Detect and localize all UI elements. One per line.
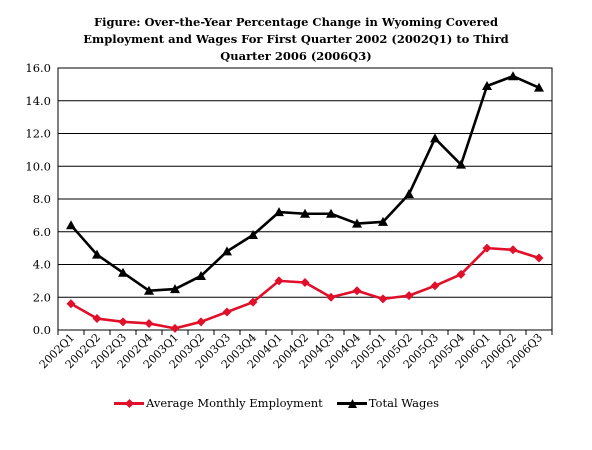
y-tick-label: 2.0 — [33, 290, 51, 304]
data-point-employment — [534, 253, 544, 263]
data-point-employment — [196, 317, 206, 327]
data-point-wages — [222, 246, 232, 256]
data-point-wages — [274, 207, 284, 217]
data-point-employment — [378, 294, 388, 304]
data-point-wages — [404, 189, 414, 199]
legend-item-wages: Total Wages — [336, 396, 440, 410]
data-point-employment — [92, 314, 102, 324]
data-point-wages — [352, 218, 362, 228]
series-line-wages — [70, 74, 540, 293]
y-tick-label: 4.0 — [33, 258, 51, 272]
data-point-wages — [196, 270, 206, 280]
data-point-employment — [248, 297, 258, 307]
data-point-wages — [92, 249, 102, 259]
legend-swatch-wages — [336, 397, 367, 409]
data-point-wages — [66, 220, 76, 230]
data-point-employment — [66, 299, 76, 309]
data-point-wages — [456, 159, 466, 169]
diamond-marker-icon — [125, 399, 134, 408]
data-point-employment — [300, 278, 310, 288]
data-point-employment — [482, 243, 492, 253]
y-tick-label: 0.0 — [33, 323, 51, 337]
y-tick-label: 14.0 — [25, 94, 51, 108]
legend-item-employment: Average Monthly Employment — [114, 396, 323, 410]
data-point-employment — [352, 286, 362, 296]
y-tick-label: 12.0 — [25, 127, 51, 141]
legend-label-wages: Total Wages — [368, 396, 440, 410]
data-point-wages — [508, 71, 518, 81]
legend-label-employment: Average Monthly Employment — [146, 396, 323, 410]
data-point-employment — [274, 276, 284, 286]
data-point-employment — [144, 318, 154, 328]
data-point-employment — [170, 323, 180, 333]
data-point-wages — [534, 82, 544, 92]
chart-legend: Average Monthly Employment Total Wages — [114, 396, 453, 410]
data-point-wages — [326, 208, 336, 218]
data-point-wages — [144, 285, 154, 295]
data-point-wages — [170, 284, 180, 294]
data-point-employment — [508, 245, 518, 255]
chart-title: Figure: Over-the-Year Percentage Change … — [40, 14, 552, 65]
plot-area-frame — [57, 67, 553, 331]
data-point-employment — [118, 317, 128, 327]
data-point-wages — [248, 230, 258, 240]
legend-swatch-employment — [114, 397, 144, 409]
data-point-employment — [404, 291, 414, 301]
series-line-employment — [70, 246, 540, 330]
chart-title-line-1: Figure: Over-the-Year Percentage Change … — [93, 15, 499, 29]
data-point-wages — [482, 81, 492, 91]
chart-title-line-2: Employment and Wages For First Quarter 2… — [83, 32, 509, 46]
data-point-wages — [118, 267, 128, 277]
y-tick-label: 8.0 — [33, 192, 51, 206]
triangle-marker-icon — [347, 399, 357, 408]
data-point-wages — [300, 208, 310, 218]
data-point-wages — [378, 216, 388, 226]
data-point-employment — [456, 269, 466, 279]
data-point-employment — [326, 292, 336, 302]
data-point-wages — [430, 133, 440, 143]
chart-title-line-3: Quarter 2006 (2006Q3) — [220, 49, 372, 63]
y-tick-label: 16.0 — [25, 61, 51, 75]
data-point-employment — [222, 307, 232, 317]
data-point-employment — [430, 281, 440, 291]
y-tick-label: 6.0 — [33, 225, 51, 239]
y-tick-label: 10.0 — [25, 159, 51, 173]
